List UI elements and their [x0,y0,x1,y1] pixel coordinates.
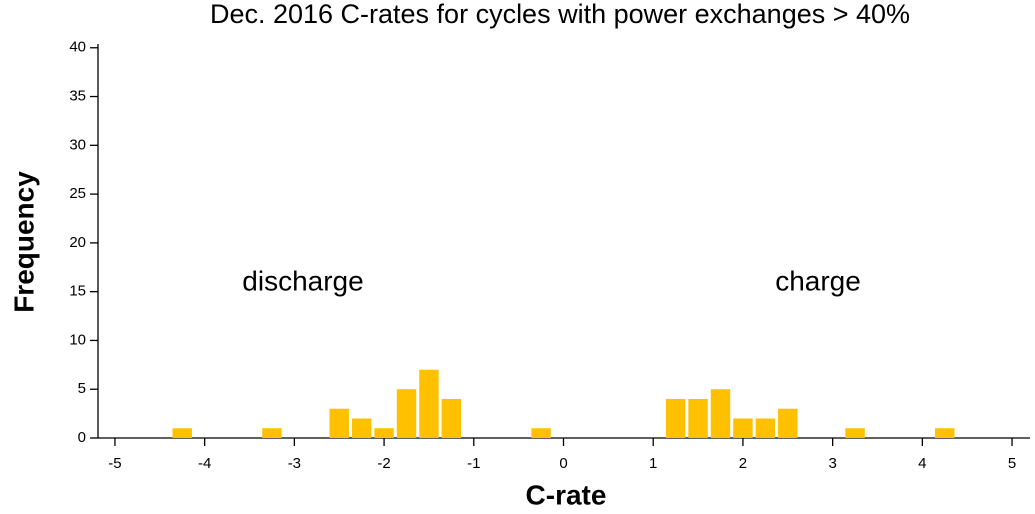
x-tick-label: -4 [198,455,211,472]
y-tick-label: 30 [69,136,86,153]
x-tick-label: 5 [1008,455,1016,472]
annotation: discharge [242,265,363,296]
x-axis-label: C-rate [526,479,607,510]
bar [419,369,439,438]
annotation: charge [775,265,861,296]
bar [374,428,394,438]
x-tick-label: -5 [108,455,121,472]
bar [329,408,349,438]
y-tick-label: 25 [69,185,86,202]
x-tick-label: -1 [467,455,480,472]
bar [710,389,731,438]
x-tick-label: -2 [377,455,390,472]
bar [262,428,282,438]
y-tick-label: 5 [78,380,86,397]
y-tick-label: 40 [69,39,86,56]
bar [441,398,462,438]
y-tick-label: 15 [69,283,86,300]
bar [733,418,753,438]
y-tick-label: 35 [69,88,86,105]
bar [935,428,955,438]
chart-title: Dec. 2016 C-rates for cycles with power … [210,0,910,29]
x-tick-label: -3 [288,455,301,472]
x-tick-label: 2 [739,455,747,472]
bar [778,408,798,438]
x-tick-label: 1 [649,455,657,472]
x-tick-label: 0 [559,455,567,472]
bar [665,398,686,438]
y-tick-label: 10 [69,331,86,348]
bar [531,428,551,438]
y-axis-label: Frequency [8,171,39,313]
bar [755,418,776,438]
bar [172,428,192,438]
y-tick-label: 0 [78,429,86,446]
bar [688,398,708,438]
y-tick-label: 20 [69,234,86,251]
bar [396,389,417,438]
x-tick-label: 4 [918,455,926,472]
x-tick-label: 3 [828,455,836,472]
bar [351,418,372,438]
bar [845,428,865,438]
